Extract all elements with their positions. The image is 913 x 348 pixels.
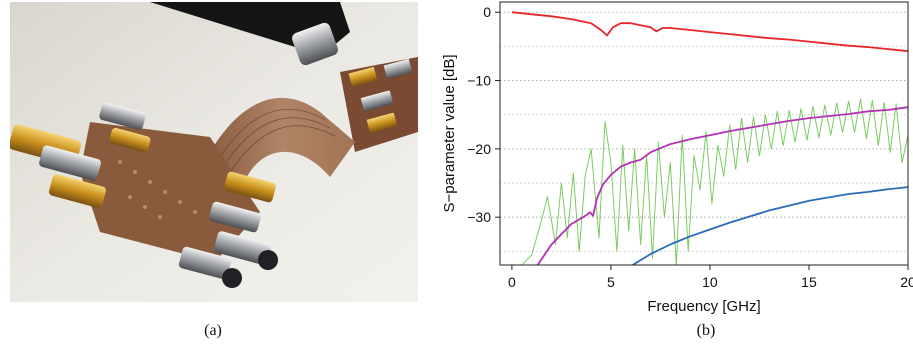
series-layer xyxy=(511,11,908,265)
series-line-0 xyxy=(511,11,908,53)
series-line-3 xyxy=(511,98,908,265)
x-tick-label-1: 5 xyxy=(607,274,615,290)
series-line-2 xyxy=(632,186,908,265)
x-tick-label-2: 10 xyxy=(702,274,718,290)
plot-frame xyxy=(499,1,909,266)
y-tick-label-2: −20 xyxy=(467,141,491,157)
x-axis-label: Frequency [GHz] xyxy=(647,298,760,315)
pcb-test-fixture-photo xyxy=(10,2,418,302)
grid-lines xyxy=(500,11,908,252)
x-tick-label-4: 20 xyxy=(900,274,913,290)
caption-b: (b) xyxy=(696,322,716,339)
y-tick-label-1: −10 xyxy=(467,73,491,89)
caption-a: (a) xyxy=(204,322,222,339)
series-line-1 xyxy=(536,106,908,265)
x-tick-label-0: 0 xyxy=(508,274,516,290)
axis-ticks: 0 5 10 15 20 0 −10 −20 −30 xyxy=(467,4,913,290)
y-tick-label-0: 0 xyxy=(483,4,491,20)
s-parameter-chart: 0 5 10 15 20 0 −10 −20 −30 S−parameter value [dB… xyxy=(438,0,913,320)
y-axis-label: S−parameter value [dB] xyxy=(441,54,458,212)
x-tick-label-3: 15 xyxy=(801,274,817,290)
y-tick-label-3: −30 xyxy=(467,209,491,225)
